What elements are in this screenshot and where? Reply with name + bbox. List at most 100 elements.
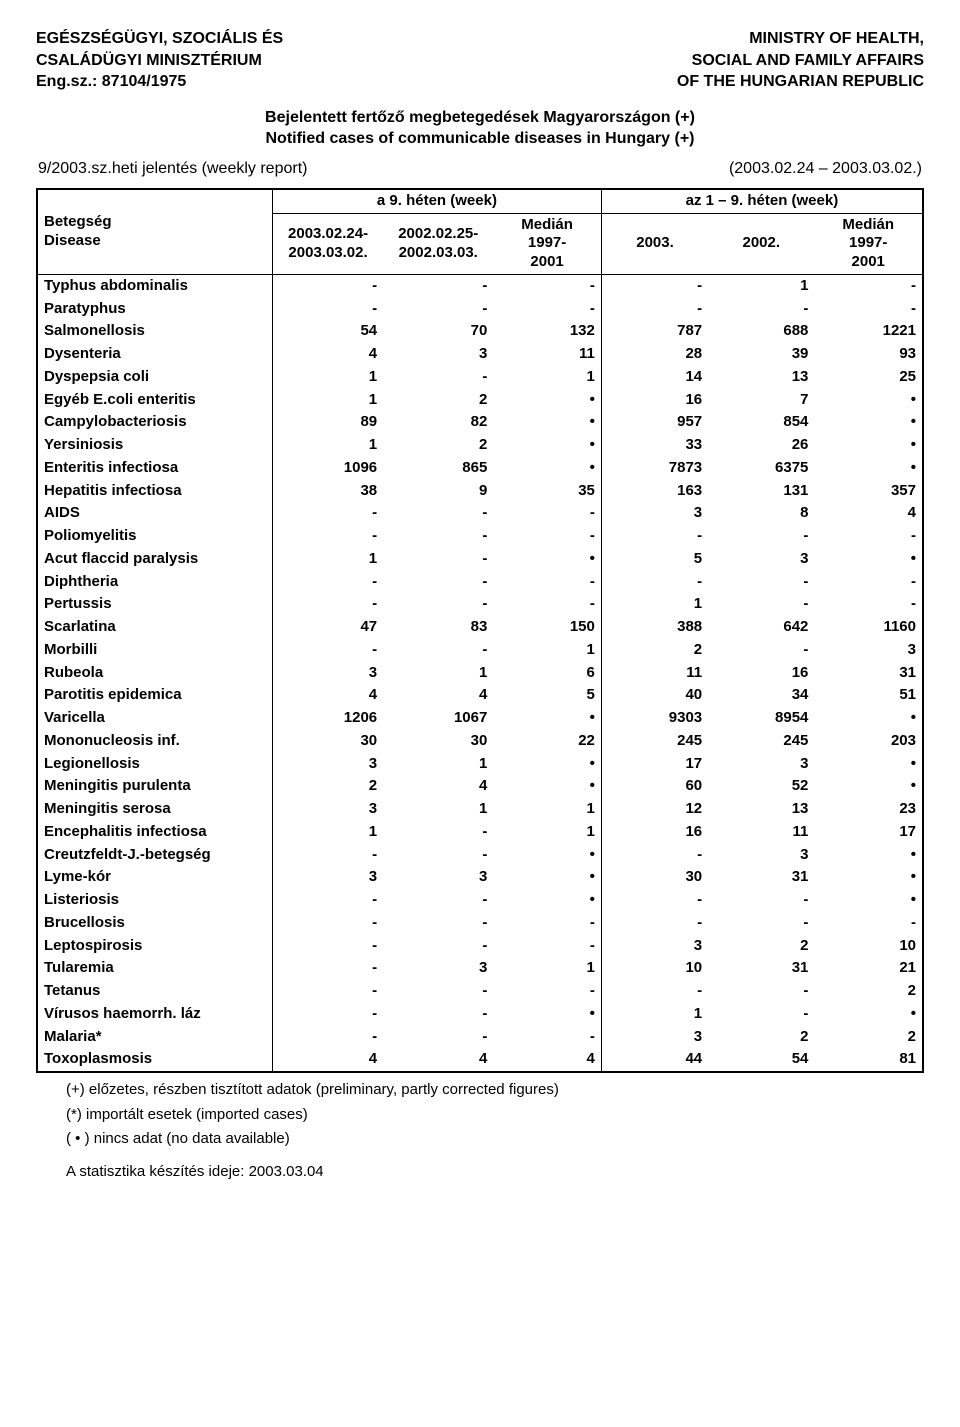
disease-name: Pertussis	[37, 593, 272, 616]
org-en-line3: OF THE HUNGARIAN REPUBLIC	[677, 71, 924, 93]
cell-value: 245	[708, 730, 814, 753]
org-en-line2: SOCIAL AND FAMILY AFFAIRS	[677, 50, 924, 72]
cell-value: -	[708, 593, 814, 616]
cell-value: 25	[814, 366, 923, 389]
cell-value: 16	[601, 821, 708, 844]
report-info: 9/2003.sz.heti jelentés (weekly report) …	[36, 160, 924, 178]
table-row: Tetanus-----2	[37, 980, 923, 1003]
cell-value: 4	[383, 775, 493, 798]
cell-value: 30	[601, 866, 708, 889]
cell-value: 13	[708, 366, 814, 389]
report-daterange: (2003.02.24 – 2003.03.02.)	[729, 160, 922, 178]
cell-value: 3	[383, 957, 493, 980]
cell-value: -	[383, 1026, 493, 1049]
cell-value: 6375	[708, 457, 814, 480]
disease-name: Malaria*	[37, 1026, 272, 1049]
cell-value: 5	[493, 684, 601, 707]
cell-value: 4	[272, 1048, 383, 1072]
th-col3: Medián 1997- 2001	[493, 213, 601, 274]
cell-value: -	[383, 889, 493, 912]
cell-value: -	[601, 525, 708, 548]
disease-name: Salmonellosis	[37, 320, 272, 343]
cell-value: -	[383, 821, 493, 844]
disease-name: Parotitis epidemica	[37, 684, 272, 707]
cell-value: -	[493, 525, 601, 548]
cell-value: 8	[708, 502, 814, 525]
cell-value: 4	[383, 684, 493, 707]
disease-name: Mononucleosis inf.	[37, 730, 272, 753]
cell-value: -	[708, 639, 814, 662]
cell-value: -	[601, 912, 708, 935]
cell-value: -	[272, 571, 383, 594]
disease-name: Lyme-kór	[37, 866, 272, 889]
disease-name: Morbilli	[37, 639, 272, 662]
cell-value: 30	[383, 730, 493, 753]
disease-name: Vírusos haemorrh. láz	[37, 1003, 272, 1026]
cell-value: 10	[814, 935, 923, 958]
disease-name: Tularemia	[37, 957, 272, 980]
cell-value: 8954	[708, 707, 814, 730]
cell-value: -	[601, 298, 708, 321]
cell-value: •	[493, 753, 601, 776]
cell-value: 688	[708, 320, 814, 343]
cell-value: 1067	[383, 707, 493, 730]
cell-value: -	[383, 571, 493, 594]
cell-value: 30	[272, 730, 383, 753]
disease-name: Dyspepsia coli	[37, 366, 272, 389]
table-row: Meningitis serosa311121323	[37, 798, 923, 821]
th-col6: Medián 1997- 2001	[814, 213, 923, 274]
table-row: Toxoplasmosis444445481	[37, 1048, 923, 1072]
cell-value: 21	[814, 957, 923, 980]
cell-value: 245	[601, 730, 708, 753]
cell-value: •	[814, 411, 923, 434]
cell-value: -	[383, 593, 493, 616]
cell-value: 23	[814, 798, 923, 821]
table-row: Dysenteria4311283993	[37, 343, 923, 366]
table-row: Vírusos haemorrh. láz--•1-•	[37, 1003, 923, 1026]
cell-value: 70	[383, 320, 493, 343]
cell-value: -	[493, 593, 601, 616]
cell-value: •	[814, 775, 923, 798]
cell-value: -	[601, 571, 708, 594]
cell-value: -	[383, 935, 493, 958]
cell-value: -	[383, 366, 493, 389]
cell-value: 1	[493, 821, 601, 844]
cell-value: -	[493, 912, 601, 935]
table-row: Pertussis---1--	[37, 593, 923, 616]
cell-value: 3	[814, 639, 923, 662]
cell-value: 4	[814, 502, 923, 525]
disease-name: Meningitis serosa	[37, 798, 272, 821]
disease-name: Encephalitis infectiosa	[37, 821, 272, 844]
cell-value: 2	[814, 1026, 923, 1049]
cell-value: 1	[272, 821, 383, 844]
table-row: Encephalitis infectiosa1-1161117	[37, 821, 923, 844]
cell-value: •	[814, 707, 923, 730]
table-row: Paratyphus------	[37, 298, 923, 321]
cell-value: -	[708, 525, 814, 548]
cell-value: 12	[601, 798, 708, 821]
table-row: Acut flaccid paralysis1-•53•	[37, 548, 923, 571]
table-row: AIDS---384	[37, 502, 923, 525]
footnote-star: (*) importált esetek (imported cases)	[66, 1104, 924, 1127]
cell-value: -	[493, 980, 601, 1003]
cell-value: 11	[493, 343, 601, 366]
disease-name: Tetanus	[37, 980, 272, 1003]
table-row: Diphtheria------	[37, 571, 923, 594]
cell-value: 52	[708, 775, 814, 798]
cell-value: 9303	[601, 707, 708, 730]
th-col1: 2003.02.24- 2003.03.02.	[272, 213, 383, 274]
table-row: Mononucleosis inf.303022245245203	[37, 730, 923, 753]
cell-value: •	[493, 548, 601, 571]
cell-value: -	[272, 1026, 383, 1049]
cell-value: 6	[493, 662, 601, 685]
table-row: Hepatitis infectiosa38935163131357	[37, 480, 923, 503]
th-col4: 2003.	[601, 213, 708, 274]
cell-value: 2	[383, 434, 493, 457]
title-line1: Bejelentett fertőző megbetegedések Magya…	[36, 107, 924, 129]
cell-value: 40	[601, 684, 708, 707]
cell-value: 1	[383, 798, 493, 821]
cell-value: •	[493, 775, 601, 798]
cell-value: 93	[814, 343, 923, 366]
cell-value: -	[383, 912, 493, 935]
th-col5: 2002.	[708, 213, 814, 274]
